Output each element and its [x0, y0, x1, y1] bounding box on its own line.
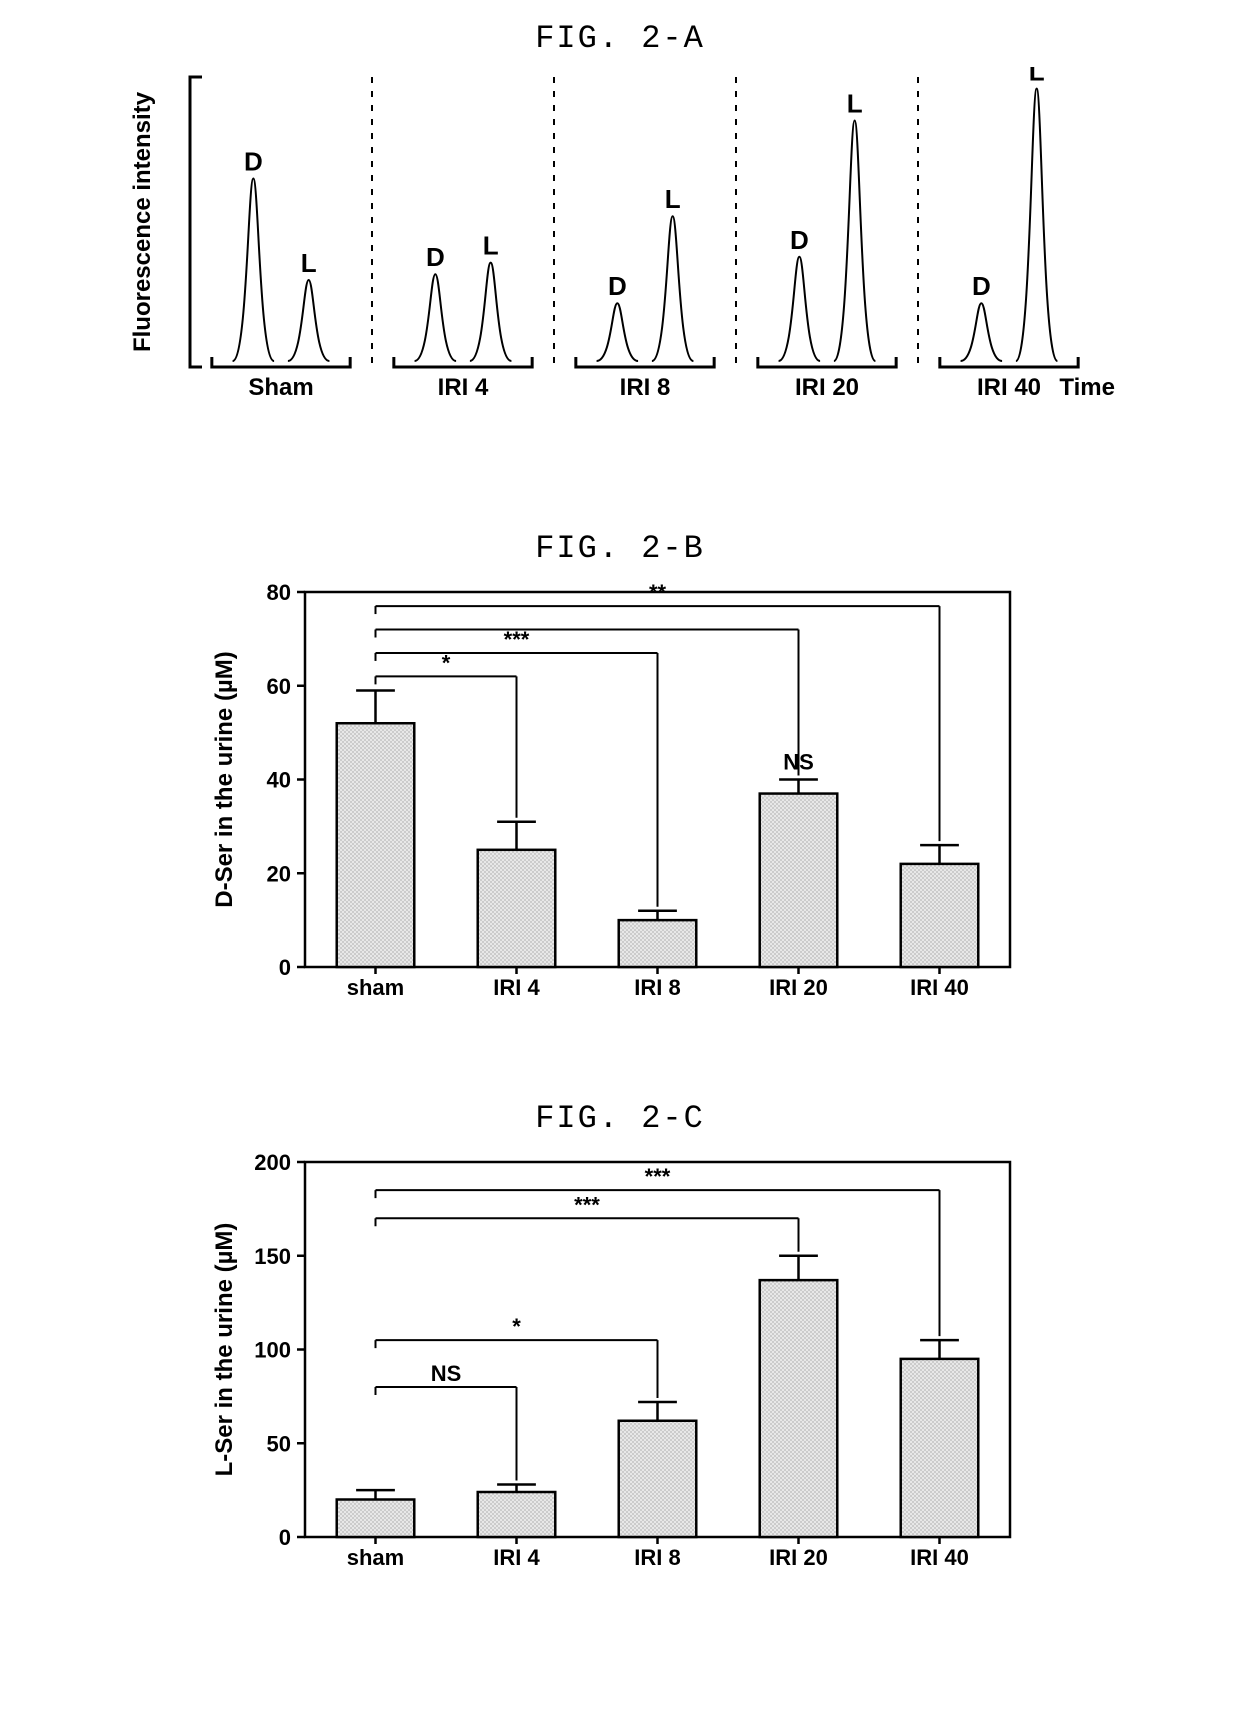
chromatogram-group-label: IRI 8 [620, 374, 671, 401]
significance-label: *** [504, 627, 530, 652]
bar-category-label: IRI 4 [493, 1545, 540, 1570]
figure-2c-title: FIG. 2-C [210, 1100, 1030, 1137]
significance-label: NS [783, 750, 814, 775]
bar-category-label: IRI 40 [910, 975, 969, 1000]
bar-chart-b-svg: 0 20 40 60 80 D-Ser in the urine (µM) sham IRI … [210, 577, 1030, 1017]
chromatogram-group-label: IRI 20 [795, 374, 859, 401]
peak-label: L [301, 248, 317, 278]
y-tick-label: 150 [254, 1244, 291, 1269]
bar-chart-c-svg: 0 50 100 150 200 L-Ser in the urine (µM) sham I… [210, 1147, 1030, 1587]
peak-label: L [847, 89, 863, 119]
significance-label: * [512, 1314, 521, 1339]
y-tick-label: 20 [267, 861, 291, 886]
peak-label: D [972, 271, 991, 301]
figure-2b-panel: FIG. 2-B 0 20 40 60 80 D-Ser in the urine (µM… [210, 530, 1030, 1017]
y-tick-label: 60 [267, 674, 291, 699]
y-tick-label: 0 [279, 1525, 291, 1550]
significance-label: *** [574, 1192, 600, 1217]
bar-category-label: IRI 8 [634, 975, 680, 1000]
peak-label: L [665, 184, 681, 214]
figure-2a-title: FIG. 2-A [120, 20, 1120, 57]
bar-category-label: IRI 40 [910, 1545, 969, 1570]
y-tick-label: 40 [267, 768, 291, 793]
significance-label: *** [645, 1164, 671, 1189]
chromatogram-y-label: Fluorescence intensity [129, 91, 156, 352]
chromatogram-group-label: Sham [248, 374, 313, 401]
chromatogram-group-label: IRI 4 [438, 374, 489, 401]
figure-2c-panel: FIG. 2-C 0 50 100 150 200 L-Ser in the urine … [210, 1100, 1030, 1587]
y-tick-label: 80 [267, 580, 291, 605]
bar-category-label: IRI 20 [769, 975, 828, 1000]
peak-label: D [426, 242, 445, 272]
figure-2b-title: FIG. 2-B [210, 530, 1030, 567]
y-tick-label: 0 [279, 955, 291, 980]
bar-category-label: IRI 20 [769, 1545, 828, 1570]
bar-category-label: IRI 4 [493, 975, 540, 1000]
y-tick-label: 100 [254, 1338, 291, 1363]
peak-label: L [1029, 67, 1045, 87]
figure-2a-panel: FIG. 2-A Fluorescence intensity Time Sham D… [120, 20, 1120, 427]
significance-label: * [442, 650, 451, 675]
significance-label: NS [431, 1361, 462, 1386]
bar-category-label: sham [347, 1545, 404, 1570]
chromatogram-x-label: Time [1059, 374, 1115, 401]
bar-category-label: sham [347, 975, 404, 1000]
chromatogram-group-label: IRI 40 [977, 374, 1041, 401]
peak-label: D [244, 147, 263, 177]
peak-label: D [608, 271, 627, 301]
bar-y-axis-label: D-Ser in the urine (µM) [211, 651, 238, 908]
chromatogram-area: Fluorescence intensity Time Sham D L IRI 4 D L I… [120, 67, 1120, 427]
peak-label: D [790, 225, 809, 255]
bar-y-axis-label: L-Ser in the urine (µM) [211, 1223, 238, 1477]
chromatogram-svg: Fluorescence intensity Time Sham D L IRI 4 D L I… [120, 67, 1120, 427]
significance-label: ** [649, 580, 667, 605]
bar-category-label: IRI 8 [634, 1545, 680, 1570]
y-tick-label: 50 [267, 1431, 291, 1456]
y-tick-label: 200 [254, 1150, 291, 1175]
peak-label: L [483, 231, 499, 261]
